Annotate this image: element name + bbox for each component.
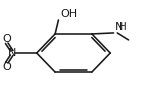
Text: N: N [114, 22, 123, 32]
Text: H: H [119, 22, 127, 32]
Text: OH: OH [60, 9, 77, 19]
Text: N: N [8, 48, 16, 58]
Text: O: O [2, 62, 11, 72]
Text: O: O [2, 34, 11, 44]
